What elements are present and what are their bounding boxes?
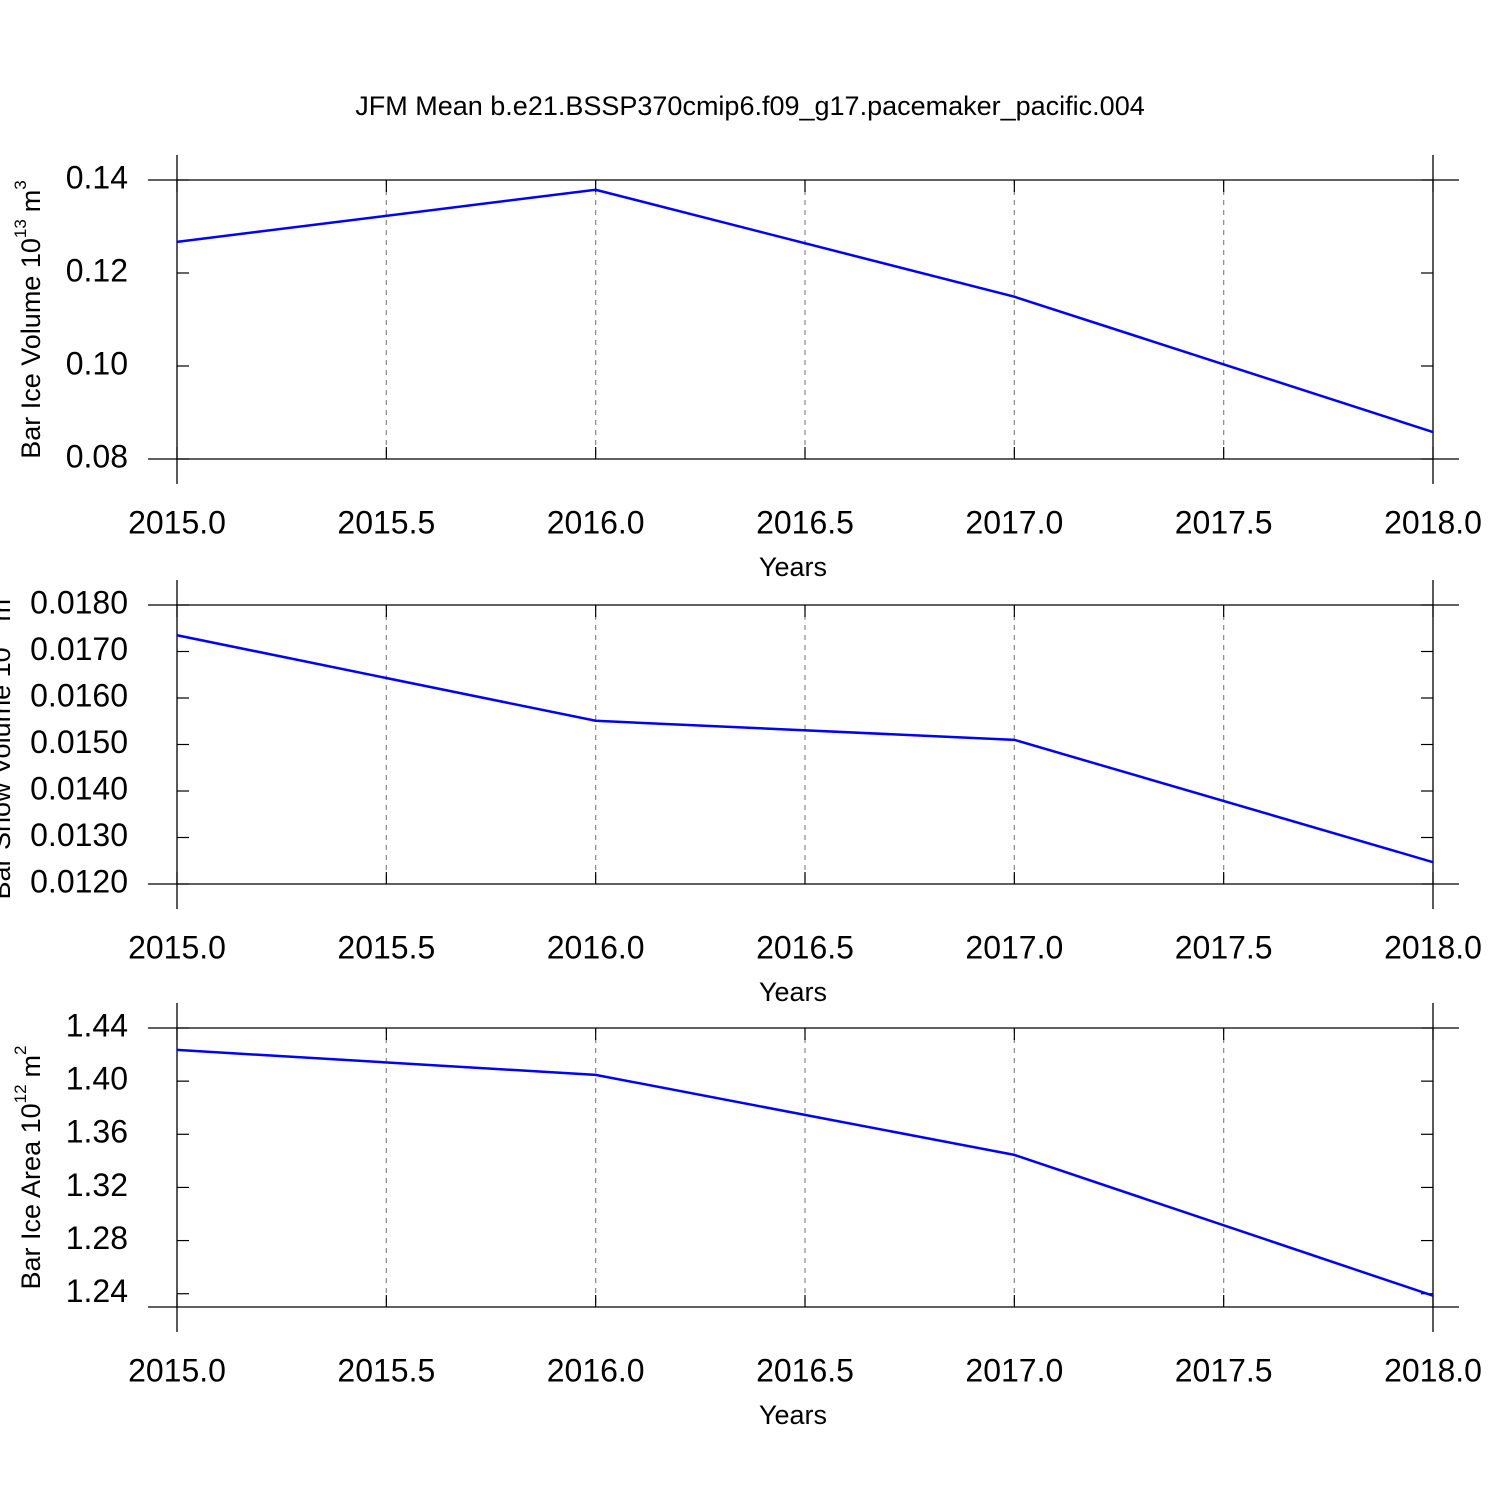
y-axis-label-exponent: 2 <box>11 1045 30 1054</box>
x-tick-label: 2017.0 <box>965 1352 1063 1388</box>
y-axis-label-text: Bar Snow Volume 10 <box>0 647 16 899</box>
y-axis-label-exponent: 12 <box>11 1084 30 1103</box>
x-axis-label: Years <box>759 552 827 582</box>
y-axis-label: Bar Ice Volume 1013 m3 <box>11 180 46 459</box>
x-tick-label: 2015.5 <box>337 504 435 540</box>
line <box>176 634 1434 864</box>
chart-title: JFM Mean b.e21.BSSP370cmip6.f09_g17.pace… <box>355 91 1144 121</box>
x-tick-label: 2015.0 <box>128 929 226 965</box>
y-tick-label: 0.0180 <box>30 584 128 620</box>
panel: 2015.0 2015.5 2016.0 2016.5 2017.0 2017.5 2018… <box>11 155 1482 582</box>
y-tick-label: 0.12 <box>66 252 128 288</box>
panel: 2015.0 2015.5 2016.0 2016.5 2017.0 2017.5 2018… <box>11 1003 1482 1430</box>
y-tick-label: 0.0140 <box>30 770 128 806</box>
y-tick-label: 0.08 <box>66 438 128 474</box>
x-tick-label: 2017.5 <box>1175 504 1273 540</box>
x-tick-label: 2015.5 <box>337 929 435 965</box>
y-tick-label: 0.10 <box>66 345 128 381</box>
y-tick-label: 0.0130 <box>30 817 128 853</box>
y-tick-label: 0.0150 <box>30 724 128 760</box>
x-tick-label: 2016.5 <box>756 504 854 540</box>
x-tick-label: 2018.0 <box>1384 929 1482 965</box>
y-axis-label-exponent: 13 <box>11 219 30 238</box>
line <box>176 1048 1434 1297</box>
x-tick-label: 2017.5 <box>1175 929 1273 965</box>
x-tick-label: 2016.5 <box>756 1352 854 1388</box>
panel: 2015.0 2015.5 2016.0 2016.5 2017.0 2017.5 2018… <box>0 580 1482 1007</box>
x-tick-label: 2016.0 <box>547 1352 645 1388</box>
x-tick-label: 2017.5 <box>1175 1352 1273 1388</box>
y-axis-label-text: Bar Ice Volume 10 <box>16 238 46 459</box>
y-axis-label: Bar Snow Volume 1013m3 <box>0 589 16 899</box>
y-tick-label: 1.44 <box>66 1007 128 1043</box>
x-axis-label: Years <box>759 1400 827 1430</box>
line <box>176 188 1434 434</box>
y-tick-label: 1.28 <box>66 1220 128 1256</box>
y-tick-label: 1.40 <box>66 1061 128 1097</box>
x-tick-label: 2018.0 <box>1384 504 1482 540</box>
x-tick-label: 2018.0 <box>1384 1352 1482 1388</box>
y-tick-label: 1.32 <box>66 1167 128 1203</box>
x-tick-label: 2016.0 <box>547 504 645 540</box>
y-axis-label-text: Bar Ice Area 10 <box>16 1103 46 1289</box>
y-axis-label: Bar Ice Area 1012 m2 <box>11 1045 46 1289</box>
x-tick-label: 2015.0 <box>128 504 226 540</box>
x-tick-label: 2017.0 <box>965 504 1063 540</box>
y-axis-label-unit: m <box>16 1055 46 1078</box>
y-tick-label: 0.0160 <box>30 677 128 713</box>
y-tick-label: 0.0120 <box>30 863 128 899</box>
y-tick-label: 0.0170 <box>30 631 128 667</box>
x-tick-label: 2015.0 <box>128 1352 226 1388</box>
y-tick-label: 1.36 <box>66 1114 128 1150</box>
y-tick-label: 1.24 <box>66 1273 128 1309</box>
y-tick-label: 0.14 <box>66 159 128 195</box>
x-tick-label: 2017.0 <box>965 929 1063 965</box>
y-axis-label-unit: m <box>16 190 46 213</box>
y-axis-label-exponent: 3 <box>11 180 30 189</box>
x-tick-label: 2016.5 <box>756 929 854 965</box>
y-axis-label-unit: m <box>0 599 16 622</box>
x-tick-label: 2015.5 <box>337 1352 435 1388</box>
x-axis-label: Years <box>759 977 827 1007</box>
x-tick-label: 2016.0 <box>547 929 645 965</box>
